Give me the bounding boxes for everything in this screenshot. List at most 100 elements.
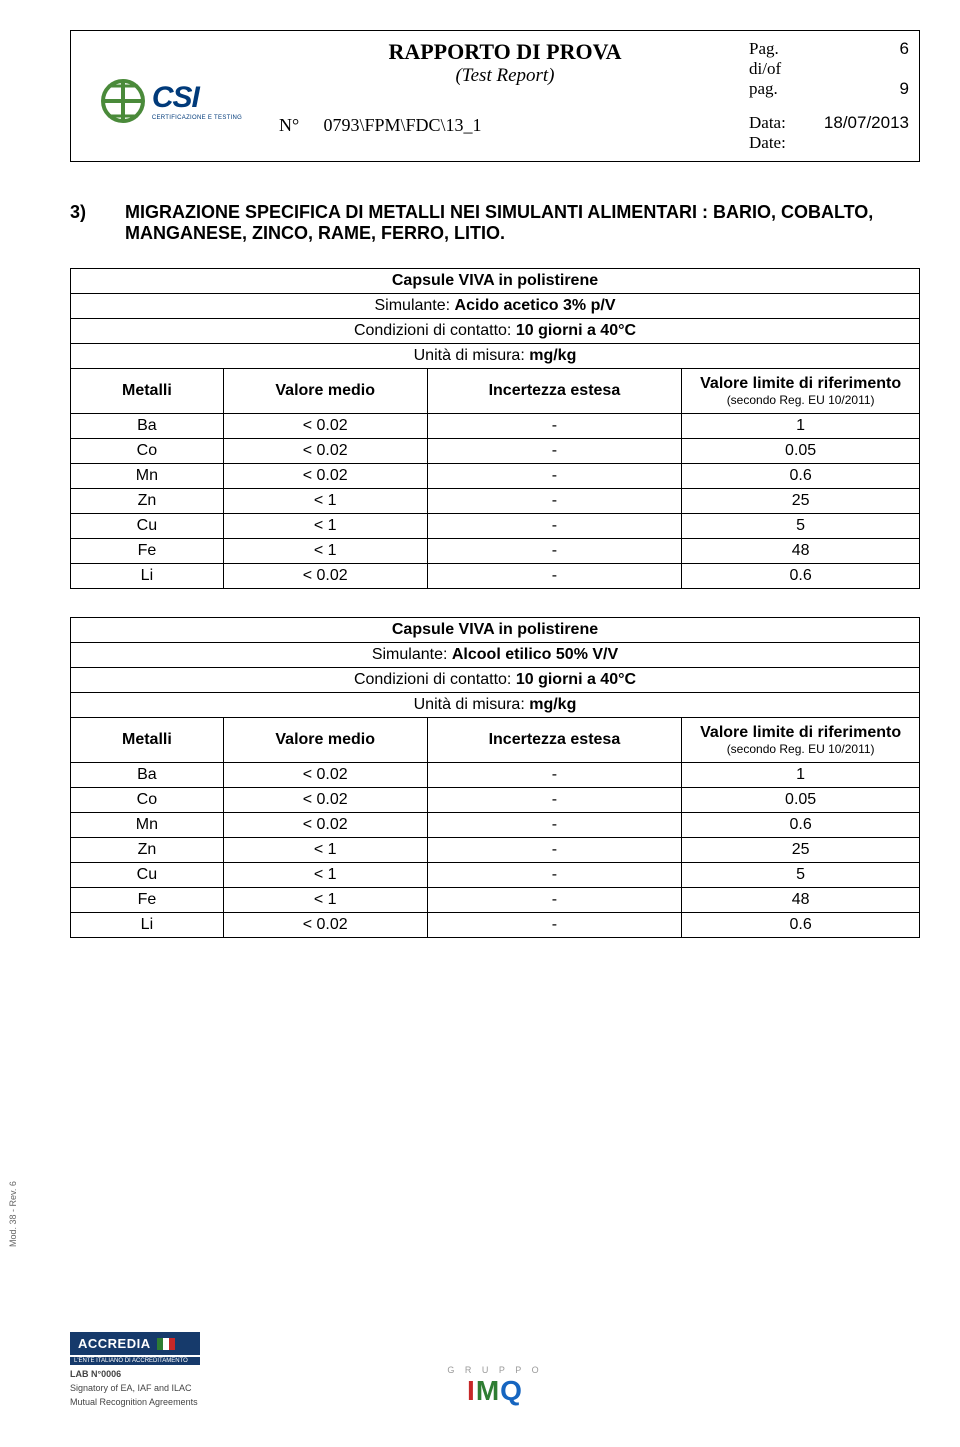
t1-column-headers: Metalli Valore medio Incertezza estesa V… — [71, 369, 920, 414]
t2-sample: Capsule VIVA in polistirene — [71, 618, 920, 643]
table-row: Co< 0.02-0.05 — [71, 788, 920, 813]
table-row: Cu< 1-5 — [71, 514, 920, 539]
col-valore-medio: Valore medio — [223, 718, 427, 763]
table-cell: Mn — [71, 813, 224, 838]
date-value: 18/07/2013 — [824, 113, 909, 133]
lab-line1: LAB N°0006 — [70, 1369, 200, 1379]
logo-text: CSI — [152, 81, 242, 115]
accredia-sub: L'ENTE ITALIANO DI ACCREDITAMENTO — [70, 1357, 200, 1365]
report-number-row: N° 0793\FPM\FDC\13_1 — [279, 115, 731, 136]
table-row: Co< 0.02-0.05 — [71, 439, 920, 464]
table-cell: Li — [71, 564, 224, 589]
table-cell: Fe — [71, 539, 224, 564]
table-row: Mn< 0.02-0.6 — [71, 464, 920, 489]
table-row: Zn< 1-25 — [71, 838, 920, 863]
t2-body: Ba< 0.02-1Co< 0.02-0.05Mn< 0.02-0.6Zn< 1… — [71, 763, 920, 938]
table-cell: < 1 — [223, 838, 427, 863]
page-num: 6 — [900, 39, 909, 59]
section-number: 3) — [70, 202, 125, 244]
logo-cell: CSI CERTIFICAZIONE E TESTING — [71, 31, 271, 161]
table-cell: 25 — [682, 489, 920, 514]
logo-subtext: CERTIFICAZIONE E TESTING — [152, 115, 242, 121]
table-row: Zn< 1-25 — [71, 489, 920, 514]
table-cell: - — [427, 788, 682, 813]
results-table-2: Capsule VIVA in polistirene Simulante: A… — [70, 617, 920, 938]
italy-flag-icon — [157, 1338, 175, 1350]
table-cell: < 1 — [223, 514, 427, 539]
table-cell: < 1 — [223, 863, 427, 888]
report-subtitle: (Test Report) — [279, 65, 731, 87]
logo-text-wrap: CSI CERTIFICAZIONE E TESTING — [152, 81, 242, 121]
footer: ACCREDIA L'ENTE ITALIANO DI ACCREDITAMEN… — [70, 1332, 920, 1407]
table-cell: 48 — [682, 539, 920, 564]
table-cell: - — [427, 439, 682, 464]
results-table-1: Capsule VIVA in polistirene Simulante: A… — [70, 268, 920, 589]
date-label-en: Date: — [749, 133, 909, 153]
imq-top: G R U P P O — [447, 1365, 542, 1375]
table-row: Fe< 1-48 — [71, 888, 920, 913]
col-incertezza: Incertezza estesa — [427, 718, 682, 763]
table-cell: < 0.02 — [223, 788, 427, 813]
table-cell: Fe — [71, 888, 224, 913]
col-incertezza: Incertezza estesa — [427, 369, 682, 414]
table-cell: Mn — [71, 464, 224, 489]
accredia-block: ACCREDIA L'ENTE ITALIANO DI ACCREDITAMEN… — [70, 1332, 200, 1407]
table-row: Cu< 1-5 — [71, 863, 920, 888]
table-cell: - — [427, 913, 682, 938]
table-row: Fe< 1-48 — [71, 539, 920, 564]
meta-cell: Pag. 6 di/of pag. 9 Data: 18/07/2013 Dat… — [739, 31, 919, 161]
date-label: Data: — [749, 113, 786, 133]
table-cell: 0.6 — [682, 464, 920, 489]
t1-unit: Unità di misura: mg/kg — [71, 344, 920, 369]
table-cell: 5 — [682, 863, 920, 888]
table-cell: - — [427, 464, 682, 489]
table-cell: 0.05 — [682, 439, 920, 464]
table-cell: Zn — [71, 489, 224, 514]
table-cell: Co — [71, 439, 224, 464]
page-label: Pag. — [749, 39, 779, 59]
section-text: MIGRAZIONE SPECIFICA DI METALLI NEI SIMU… — [125, 202, 920, 244]
page-label2: pag. — [749, 79, 778, 99]
table-cell: - — [427, 813, 682, 838]
table-cell: < 0.02 — [223, 763, 427, 788]
section-title: 3) MIGRAZIONE SPECIFICA DI METALLI NEI S… — [70, 202, 920, 244]
col-metalli: Metalli — [71, 718, 224, 763]
table-cell: < 1 — [223, 888, 427, 913]
table-cell: 25 — [682, 838, 920, 863]
t2-simulante: Simulante: Alcool etilico 50% V/V — [71, 643, 920, 668]
t1-simulante: Simulante: Acido acetico 3% p/V — [71, 294, 920, 319]
table-cell: Ba — [71, 763, 224, 788]
table-cell: 0.6 — [682, 913, 920, 938]
table-cell: 0.6 — [682, 564, 920, 589]
page-row: Pag. 6 — [749, 39, 909, 59]
table-cell: < 0.02 — [223, 813, 427, 838]
table-cell: - — [427, 564, 682, 589]
table-cell: 1 — [682, 414, 920, 439]
table-cell: - — [427, 489, 682, 514]
table-cell: 48 — [682, 888, 920, 913]
col-limite: Valore limite di riferimento(secondo Reg… — [682, 718, 920, 763]
table-cell: - — [427, 514, 682, 539]
col-valore-medio: Valore medio — [223, 369, 427, 414]
page-of-label: di/of — [749, 59, 909, 79]
col-limite: Valore limite di riferimento(secondo Reg… — [682, 369, 920, 414]
table-cell: < 1 — [223, 539, 427, 564]
report-no: 0793\FPM\FDC\13_1 — [324, 115, 482, 135]
t1-sample: Capsule VIVA in polistirene — [71, 269, 920, 294]
lab-line2: Signatory of EA, IAF and ILAC — [70, 1383, 200, 1393]
table-cell: Cu — [71, 863, 224, 888]
table-cell: - — [427, 888, 682, 913]
table-cell: < 1 — [223, 489, 427, 514]
table-row: Mn< 0.02-0.6 — [71, 813, 920, 838]
table-row: Li< 0.02-0.6 — [71, 913, 920, 938]
t2-conditions: Condizioni di contatto: 10 giorni a 40°C — [71, 668, 920, 693]
date-row: Data: 18/07/2013 — [749, 113, 909, 133]
table-cell: - — [427, 539, 682, 564]
table-cell: 1 — [682, 763, 920, 788]
logo-icon — [100, 78, 146, 124]
table-cell: Zn — [71, 838, 224, 863]
table-cell: - — [427, 763, 682, 788]
csi-logo: CSI CERTIFICAZIONE E TESTING — [100, 78, 242, 124]
table-cell: Cu — [71, 514, 224, 539]
table-row: Ba< 0.02-1 — [71, 763, 920, 788]
